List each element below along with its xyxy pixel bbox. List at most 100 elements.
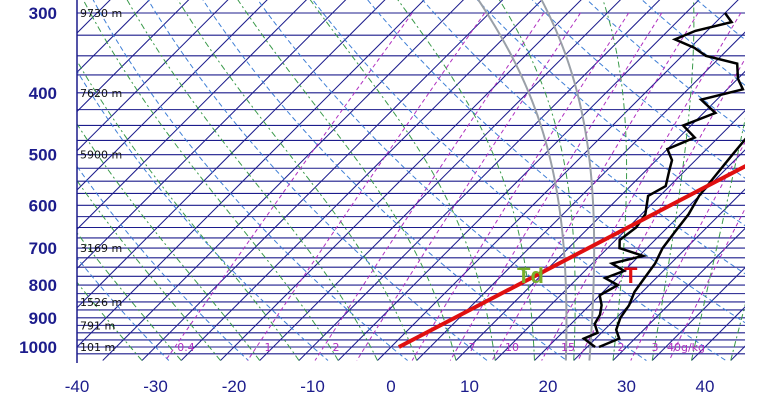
dry-adiabat bbox=[586, 0, 745, 133]
moist-adiabat bbox=[397, 0, 535, 361]
dry-adiabat bbox=[531, 0, 745, 179]
pressure-tick-label: 1000 bbox=[19, 338, 57, 357]
isotherm-line bbox=[77, 0, 190, 113]
moist-adiabat bbox=[498, 0, 576, 361]
mixing-ratio-line bbox=[411, 12, 630, 361]
chart-grid bbox=[0, 0, 768, 361]
isotherm-line bbox=[612, 227, 745, 361]
pressure-tick-label: 600 bbox=[29, 196, 57, 215]
pressure-axis: 300 400 500 600 700 800 900 1000 bbox=[19, 4, 57, 357]
moist-adiabat bbox=[309, 0, 496, 361]
mixing-ratio-line bbox=[491, 12, 699, 361]
dry-adiabat bbox=[92, 0, 408, 361]
height-label: 1526 m bbox=[80, 296, 122, 309]
moist-adiabat bbox=[237, 0, 457, 361]
red-reference-line bbox=[397, 164, 745, 349]
mixing-ratio-line bbox=[668, 207, 745, 361]
isotherm-line bbox=[651, 267, 745, 361]
pressure-tick-label: 400 bbox=[29, 84, 57, 103]
mixing-ratio-label: 1 bbox=[265, 341, 272, 354]
temperature-tick-label: -40 bbox=[65, 377, 90, 396]
pressure-tick-label: 900 bbox=[29, 309, 57, 328]
isotherm-line bbox=[573, 188, 745, 361]
isotherm-line bbox=[298, 0, 661, 361]
td-label: Td bbox=[517, 263, 544, 288]
dry-adiabat bbox=[202, 0, 568, 361]
dry-adiabat bbox=[77, 70, 329, 361]
isotherm-line bbox=[0, 0, 30, 361]
mixing-ratio-label: 2 bbox=[618, 341, 625, 354]
isotherm-line bbox=[730, 345, 745, 361]
dry-adiabat bbox=[367, 0, 745, 324]
moist-adiabat bbox=[77, 179, 221, 361]
height-label: 3169 m bbox=[80, 242, 122, 255]
temperature-tick-label: -30 bbox=[143, 377, 168, 396]
height-label: 9730 m bbox=[80, 7, 122, 20]
temperature-profile-line bbox=[598, 137, 745, 349]
dry-adiabat bbox=[760, 0, 768, 361]
isotherm-line bbox=[77, 0, 307, 230]
dry-adiabat bbox=[147, 0, 488, 361]
dry-adiabat bbox=[312, 0, 727, 361]
mixing-ratio-line bbox=[449, 12, 663, 361]
mixing-ratio-label: 2 bbox=[333, 341, 340, 354]
temperature-tick-label: 40 bbox=[696, 377, 715, 396]
isotherm-line bbox=[0, 0, 69, 361]
isotherm-line bbox=[416, 31, 745, 361]
mixing-ratio-line bbox=[165, 12, 413, 361]
isotherm-line bbox=[377, 0, 739, 361]
isotherm-line bbox=[77, 0, 111, 34]
moist-adiabat bbox=[651, 0, 695, 361]
height-labels: 9730 m 7620 m 5900 m 3169 m 1526 m 791 m 101 m bbox=[80, 7, 122, 354]
parcel-curve bbox=[540, 0, 596, 361]
temperature-axis: -40 -30 -20 -10 0 10 20 30 40 bbox=[65, 377, 715, 396]
mixing-ratio-label: 0.4 bbox=[177, 341, 195, 354]
sounding-profiles bbox=[397, 12, 745, 349]
isotherm-line bbox=[180, 0, 543, 361]
isotherm-line bbox=[77, 0, 229, 152]
isotherm-line bbox=[77, 0, 425, 348]
pressure-tick-label: 500 bbox=[29, 146, 57, 165]
mixing-ratio-labels: 0.4 1 2 7 10 15 2 3 40g/kg bbox=[177, 341, 705, 354]
pressure-tick-label: 700 bbox=[29, 239, 57, 258]
height-label: 7620 m bbox=[80, 87, 122, 100]
pressure-tick-label: 800 bbox=[29, 276, 57, 295]
temperature-tick-label: 20 bbox=[539, 377, 558, 396]
height-label: 5900 m bbox=[80, 149, 122, 162]
moist-adiabat bbox=[177, 0, 418, 361]
mixing-ratio-label: 15 bbox=[561, 341, 575, 354]
parcel-curve bbox=[477, 0, 568, 361]
mixing-ratio-label: 3 bbox=[652, 341, 659, 354]
moist-adiabat bbox=[690, 117, 745, 361]
mixing-ratio-line bbox=[247, 12, 486, 361]
isotherm-line bbox=[141, 0, 504, 361]
dry-adiabat bbox=[77, 256, 170, 361]
mixing-ratio-label: 7 bbox=[469, 341, 476, 354]
isotherm-line bbox=[220, 0, 582, 361]
dry-adiabat bbox=[77, 165, 249, 361]
isotherm-line bbox=[102, 0, 464, 361]
dewpoint-profile-line bbox=[581, 12, 745, 348]
moist-adiabat bbox=[126, 0, 378, 361]
isotherm-line bbox=[77, 0, 150, 73]
temperature-tick-label: 30 bbox=[617, 377, 636, 396]
mixing-ratio-line bbox=[314, 12, 545, 361]
moist-adiabat bbox=[602, 0, 628, 361]
isotherm-line bbox=[77, 0, 386, 309]
temperature-tick-label: 0 bbox=[386, 377, 395, 396]
moist-adiabat bbox=[82, 0, 339, 361]
mixing-ratio-label: 10 bbox=[505, 341, 519, 354]
mixing-ratio-line bbox=[541, 12, 742, 361]
mixing-ratio-line bbox=[630, 141, 745, 361]
moist-adiabat bbox=[77, 60, 300, 361]
mixing-ratio-line bbox=[577, 58, 745, 361]
height-label: 101 m bbox=[80, 341, 115, 354]
temperature-tick-label: -20 bbox=[222, 377, 247, 396]
isotherm-line bbox=[77, 0, 268, 191]
isotherm-line bbox=[77, 0, 347, 270]
height-label: 791 m bbox=[80, 319, 115, 332]
t-label: T bbox=[624, 263, 638, 288]
mixing-ratio-line bbox=[356, 12, 581, 361]
temperature-tick-label: -10 bbox=[300, 377, 325, 396]
